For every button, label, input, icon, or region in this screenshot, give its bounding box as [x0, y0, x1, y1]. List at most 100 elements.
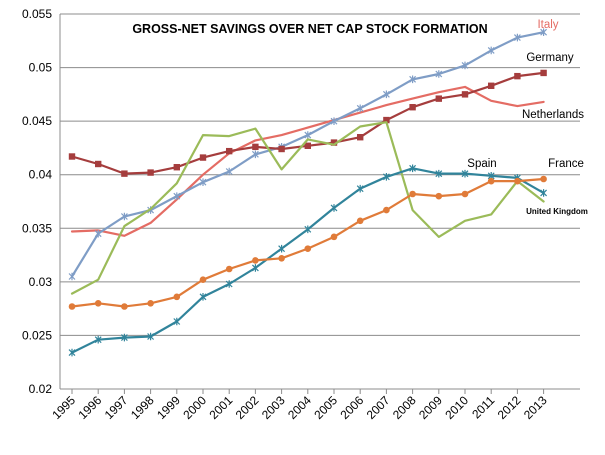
point-spain — [68, 348, 76, 357]
y-tick-label: 0.03 — [29, 275, 53, 289]
annotation-italy: Italy — [537, 19, 558, 31]
point-france — [514, 177, 521, 185]
point-netherlands — [68, 153, 76, 160]
point-germany — [94, 229, 102, 238]
series-group — [68, 28, 548, 357]
point-spain — [540, 189, 548, 197]
point-germany — [461, 61, 469, 70]
point-netherlands — [173, 164, 180, 171]
series-line-germany — [70, 31, 545, 278]
x-tick-labels: 1995199619971998199920002001200220032004… — [49, 389, 550, 422]
point-spain — [356, 184, 364, 193]
y-tick-label: 0.035 — [22, 221, 52, 235]
point-france — [487, 177, 495, 185]
point-france — [356, 217, 364, 225]
y-tick-labels: 0.02 0.025 0.03 0.035 0.04 0.045 0.05 0.055 — [22, 7, 52, 396]
x-tick-label: 1998 — [128, 393, 157, 422]
point-spain — [278, 244, 286, 253]
series-annotations: Italy Germany Netherlands Spain France United… — [467, 19, 588, 216]
point-france — [225, 265, 233, 273]
point-france — [435, 192, 443, 200]
annotation-germany: Germany — [526, 52, 574, 64]
y-tick-label: 0.02 — [29, 382, 53, 396]
point-germany — [199, 178, 207, 187]
point-spain — [382, 173, 390, 181]
x-tick-label: 2004 — [285, 393, 314, 422]
point-germany — [304, 131, 312, 139]
x-tick-label: 1999 — [154, 393, 183, 422]
point-germany — [540, 28, 548, 37]
point-netherlands — [121, 170, 128, 177]
point-germany — [330, 117, 338, 125]
point-netherlands — [95, 160, 102, 168]
point-france — [68, 303, 76, 310]
point-france — [383, 206, 390, 214]
point-france — [147, 299, 154, 307]
x-tick-label: 2006 — [338, 393, 367, 422]
series-line-france — [70, 177, 545, 308]
point-netherlands — [488, 82, 495, 89]
point-france — [330, 233, 338, 241]
point-netherlands — [147, 169, 154, 176]
point-france — [278, 254, 285, 262]
x-tick-label: 2005 — [311, 393, 340, 422]
x-tick-label: 2012 — [495, 393, 524, 422]
series-line-spain — [70, 167, 545, 354]
point-france — [121, 303, 128, 310]
point-spain — [120, 333, 128, 342]
point-netherlands — [435, 95, 442, 102]
annotation-united-kingdom: United Kingdom — [526, 207, 588, 216]
point-spain — [251, 264, 259, 272]
point-netherlands — [357, 134, 364, 141]
point-france — [252, 257, 259, 264]
point-spain — [173, 317, 181, 326]
point-netherlands — [514, 72, 521, 80]
point-spain — [147, 332, 155, 341]
point-netherlands — [252, 143, 259, 151]
point-france — [94, 299, 102, 307]
x-tick-label: 2003 — [259, 393, 288, 422]
point-germany — [487, 46, 495, 55]
chart-title: GROSS-NET SAVINGS OVER NET CAP STOCK FOR… — [132, 22, 487, 36]
point-germany — [225, 167, 233, 176]
annotation-france: France — [548, 158, 584, 170]
point-netherlands — [330, 139, 338, 146]
point-germany — [120, 212, 128, 221]
x-tick-label: 2007 — [364, 393, 393, 422]
point-france — [304, 245, 312, 252]
grid-lines — [59, 13, 580, 390]
y-tick-label: 0.04 — [29, 168, 53, 182]
point-france — [173, 293, 181, 301]
x-tick-label: 2002 — [233, 393, 262, 422]
point-spain — [330, 204, 338, 212]
point-france — [199, 276, 207, 284]
x-tick-label: 2009 — [416, 393, 445, 422]
point-spain — [304, 225, 312, 234]
x-tick-label: 1996 — [76, 393, 105, 422]
point-spain — [225, 280, 233, 288]
x-tick-label: 2008 — [390, 393, 419, 422]
point-spain — [435, 169, 443, 178]
point-germany — [173, 192, 181, 200]
x-tick-label: 2013 — [521, 393, 550, 422]
x-tick-label: 1997 — [102, 393, 131, 422]
series-line-italy — [70, 85, 545, 237]
x-tick-label: 2010 — [442, 393, 471, 422]
point-germany — [409, 75, 417, 84]
point-netherlands — [304, 142, 311, 149]
point-netherlands — [383, 116, 390, 124]
point-spain — [461, 169, 469, 178]
point-netherlands — [199, 154, 207, 161]
point-netherlands — [226, 147, 233, 155]
point-spain — [94, 335, 102, 344]
annotation-netherlands: Netherlands — [522, 109, 584, 121]
point-france — [461, 190, 469, 198]
point-germany — [251, 150, 259, 159]
point-france — [409, 190, 416, 198]
point-germany — [382, 90, 390, 99]
y-tick-label: 0.025 — [22, 328, 52, 342]
y-tick-label: 0.045 — [22, 114, 52, 128]
point-germany — [435, 70, 443, 78]
point-france — [540, 175, 547, 183]
